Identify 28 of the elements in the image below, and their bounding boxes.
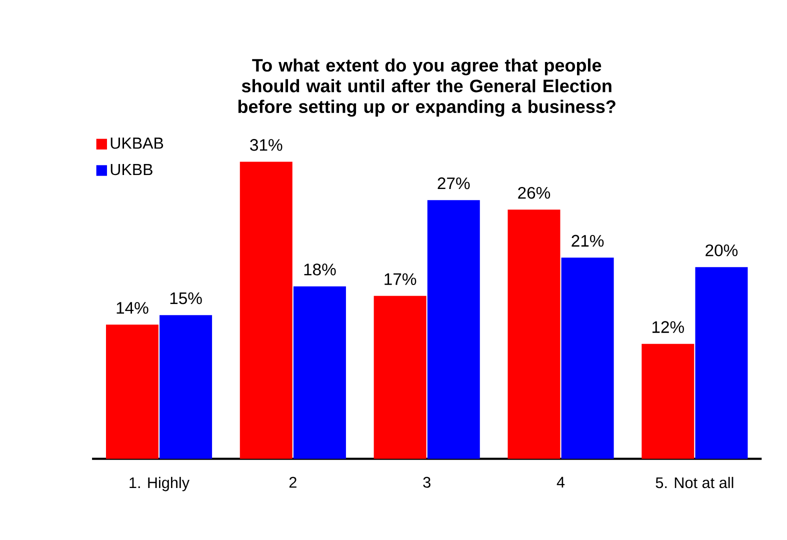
data-label: 12% bbox=[652, 321, 684, 333]
bar bbox=[374, 296, 426, 459]
data-label: 20% bbox=[706, 244, 738, 256]
data-label: 31% bbox=[250, 138, 282, 151]
bar bbox=[642, 344, 694, 459]
x-tick-label: 1. Highly bbox=[130, 476, 190, 492]
data-label: 14% bbox=[116, 302, 148, 314]
data-label: 21% bbox=[572, 234, 604, 247]
legend-label: UKBAB bbox=[110, 138, 164, 149]
bar bbox=[293, 286, 346, 459]
legend-label: UKBB bbox=[110, 164, 152, 176]
data-label: 17% bbox=[384, 273, 416, 285]
bar bbox=[508, 210, 560, 459]
x-tick-label: 4 bbox=[556, 476, 565, 488]
data-label: 27% bbox=[438, 177, 470, 190]
x-tick-label: 3 bbox=[423, 476, 430, 488]
bar bbox=[695, 267, 748, 459]
data-label: 26% bbox=[518, 186, 550, 199]
x-tick-label: 5. Not at all bbox=[656, 476, 734, 488]
data-label: 18% bbox=[304, 264, 336, 276]
bar bbox=[427, 200, 480, 459]
chart-title: To what extent do you agree that people should wait until after the General Election before setting up or expanding a business? bbox=[238, 58, 616, 117]
bar bbox=[160, 314, 212, 459]
bar bbox=[106, 324, 158, 459]
bar bbox=[240, 162, 292, 459]
bar bbox=[561, 257, 614, 459]
data-label: 15% bbox=[170, 292, 202, 304]
x-tick-label: 2 bbox=[289, 476, 296, 488]
